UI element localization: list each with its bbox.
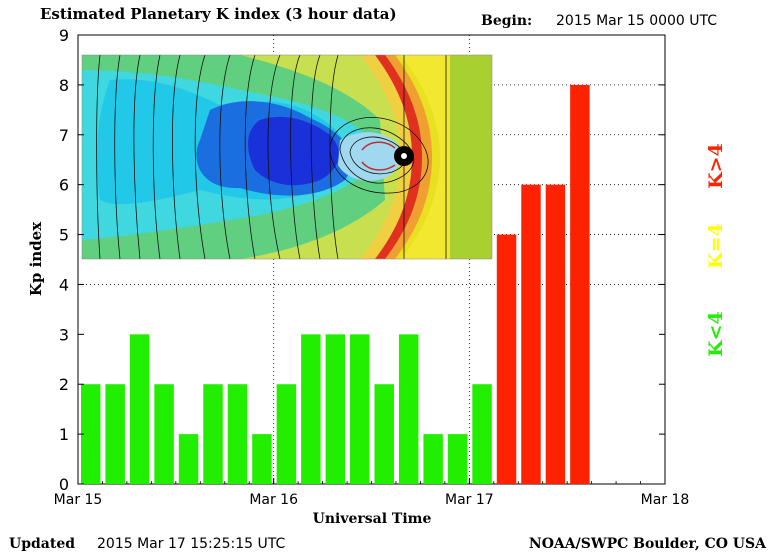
kp-bar <box>227 384 248 484</box>
kp-bar <box>105 384 125 484</box>
begin-label: Begin: <box>481 13 532 29</box>
x-tick-label: Mar 15 <box>54 492 103 508</box>
kp-bar <box>496 234 517 484</box>
kp-bar <box>423 434 443 484</box>
x-tick-label: Mar 16 <box>249 492 298 508</box>
bars-layer <box>81 84 590 484</box>
kp-bar <box>570 84 590 484</box>
legend-k-greater-4: K>4 <box>705 143 727 189</box>
kp-bar <box>178 434 199 484</box>
kp-bar <box>472 384 492 484</box>
y-tick-label: 9 <box>59 26 69 45</box>
kp-bar <box>276 384 297 484</box>
ticks-layer: 0 1 2 3 4 5 6 7 8 9 Mar 15 Mar 16 Mar 17 Mar 18 <box>54 26 690 508</box>
y-axis-label: Kp index <box>27 221 45 296</box>
y-tick-label: 2 <box>59 375 69 394</box>
y-tick-label: 6 <box>59 176 69 195</box>
source-credit: NOAA/SWPC Boulder, CO USA <box>529 536 767 552</box>
x-tick-label: Mar 18 <box>641 492 690 508</box>
kp-bar <box>521 184 541 484</box>
y-tick-label: 8 <box>59 76 69 95</box>
chart-title: Estimated Planetary K index (3 hour data… <box>40 5 397 23</box>
kp-bar <box>325 334 346 484</box>
grid-layer <box>78 35 665 484</box>
y-tick-label: 7 <box>59 126 69 145</box>
kp-bar <box>447 434 468 484</box>
begin-value: 2015 Mar 15 0000 UTC <box>556 13 717 29</box>
kp-bar <box>129 334 150 484</box>
kp-bar <box>374 384 394 484</box>
x-axis-label: Universal Time <box>313 511 432 527</box>
kp-bar <box>252 434 272 484</box>
y-tick-label: 5 <box>59 226 69 245</box>
y-tick-label: 1 <box>59 425 69 444</box>
updated-label: Updated <box>9 536 75 552</box>
legend-k-equal-4: K=4 <box>705 223 727 269</box>
y-tick-label: 4 <box>59 275 69 294</box>
y-tick-label: 0 <box>59 475 69 494</box>
kp-bar <box>350 334 370 484</box>
inset-frame <box>81 54 493 260</box>
updated-value: 2015 Mar 17 15:25:15 UTC <box>97 536 286 552</box>
kp-bar <box>301 334 321 484</box>
kp-bar <box>398 334 419 484</box>
kp-bar <box>203 384 223 484</box>
kp-bar <box>154 384 174 484</box>
kp-bar <box>81 384 101 484</box>
legend-k-less-4: K<4 <box>705 311 727 357</box>
y-tick-label: 3 <box>59 325 69 344</box>
kp-bar <box>545 184 566 484</box>
x-tick-label: Mar 17 <box>445 492 494 508</box>
magnetosphere-simulation-image <box>82 55 492 259</box>
